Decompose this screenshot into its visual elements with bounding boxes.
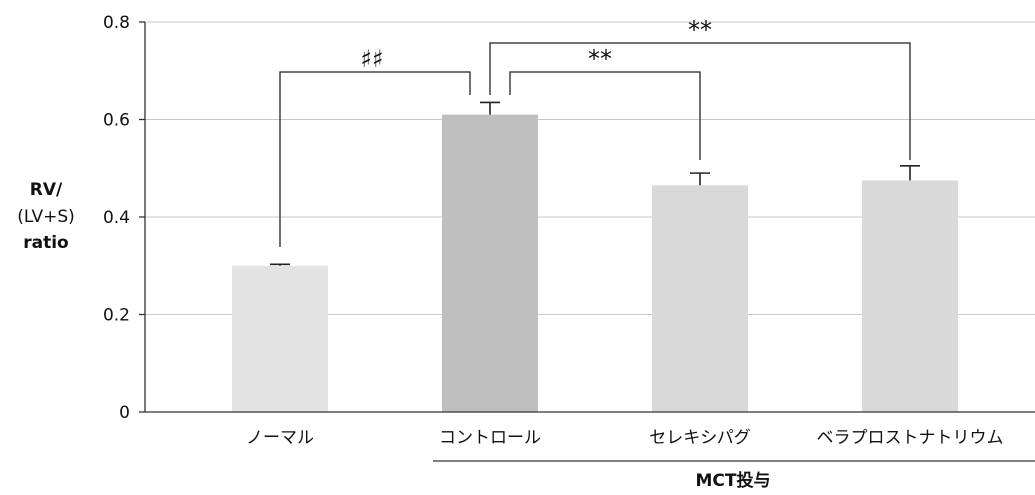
significance-bracket <box>509 71 701 160</box>
significance-label: ** <box>588 45 612 73</box>
y-axis-label: RV/ (LV+S) ratio <box>17 180 75 253</box>
bar <box>442 114 538 412</box>
x-tick-label: セレキシパグ <box>649 428 751 448</box>
bars <box>232 114 958 412</box>
x-tick-labels: ノーマル コントロール セレキシパグ ベラプロストナトリウム <box>246 428 1004 448</box>
y-axis-label-line-1: RV/ <box>30 180 63 200</box>
mct-group: MCT投与 <box>433 460 1035 491</box>
y-tick-label: 0 <box>119 403 130 423</box>
x-tick-label: ノーマル <box>246 428 314 448</box>
significance-brackets: ♯♯ ** ** <box>279 16 911 247</box>
significance-bracket <box>279 71 471 247</box>
y-tick-labels: 0 0.2 0.4 0.6 0.8 <box>103 13 145 423</box>
y-axis-label-line-3: ratio <box>23 233 69 253</box>
significance-bracket <box>489 42 911 160</box>
bar <box>862 180 958 412</box>
y-tick-label: 0.8 <box>103 13 130 33</box>
group-label: MCT投与 <box>696 470 771 491</box>
y-tick-label: 0.2 <box>103 306 130 326</box>
bar <box>652 185 748 412</box>
significance-label: ♯♯ <box>360 45 383 73</box>
significance-label: ** <box>688 16 712 44</box>
bar <box>232 265 328 412</box>
y-tick-label: 0.4 <box>103 208 130 228</box>
y-axis-label-line-2: (LV+S) <box>17 207 75 227</box>
x-tick-label: コントロール <box>439 428 541 448</box>
x-tick-label: ベラプロストナトリウム <box>817 428 1004 448</box>
error-bars <box>270 101 920 266</box>
y-tick-label: 0.6 <box>103 111 130 131</box>
